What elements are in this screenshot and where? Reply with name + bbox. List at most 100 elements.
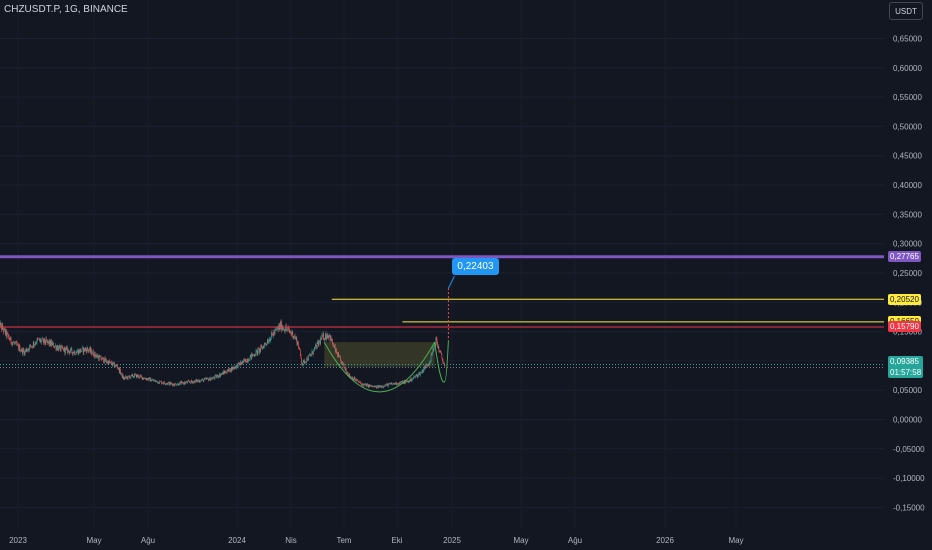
candle xyxy=(366,383,368,387)
candle-body xyxy=(123,377,125,380)
candle-body xyxy=(315,344,316,348)
candle xyxy=(166,383,167,385)
candle xyxy=(216,374,217,379)
candle xyxy=(77,348,78,353)
candle-body xyxy=(278,325,280,330)
candle xyxy=(367,383,368,386)
candle-body xyxy=(339,356,341,358)
candle-body xyxy=(128,376,130,377)
candle-body xyxy=(372,386,374,387)
candle-body xyxy=(98,356,100,361)
candle-body xyxy=(173,383,174,385)
candle-body xyxy=(332,339,333,345)
candle xyxy=(231,366,233,372)
candle xyxy=(175,382,176,385)
candle xyxy=(412,377,413,381)
candle-body xyxy=(227,369,229,371)
candle xyxy=(89,346,90,352)
candle-body xyxy=(152,379,154,381)
candle-body xyxy=(186,381,187,383)
candle xyxy=(342,361,344,366)
candle xyxy=(146,378,148,381)
candle-body xyxy=(281,321,282,331)
candle-body xyxy=(86,349,87,353)
candle xyxy=(361,383,363,387)
candle xyxy=(194,379,196,383)
candle-body xyxy=(172,384,173,386)
candle xyxy=(135,374,137,378)
candle-body xyxy=(66,347,68,349)
candle-body xyxy=(229,371,231,373)
candle-body xyxy=(439,351,440,352)
candle-body xyxy=(214,375,216,379)
candle xyxy=(217,374,219,379)
candle-body xyxy=(194,381,195,383)
candle xyxy=(283,328,285,331)
candle xyxy=(177,382,179,386)
candle-body xyxy=(200,381,201,383)
candle-body xyxy=(412,378,413,381)
candle xyxy=(411,377,412,382)
candle-body xyxy=(205,378,206,379)
candle xyxy=(212,377,213,380)
candle xyxy=(432,345,434,354)
candle-body xyxy=(246,359,248,363)
candle xyxy=(121,372,123,379)
candle-body xyxy=(165,383,167,385)
candle-body xyxy=(388,383,390,385)
candle-body xyxy=(91,353,93,355)
candle xyxy=(341,361,343,364)
candle-body xyxy=(378,385,380,388)
candle-body xyxy=(275,329,277,330)
candle-body xyxy=(110,361,112,363)
candle xyxy=(355,378,357,382)
candle-body xyxy=(422,369,424,373)
candle-body xyxy=(423,369,424,373)
candle xyxy=(135,373,136,375)
candle-body xyxy=(69,351,71,354)
candle xyxy=(393,382,395,385)
candle xyxy=(60,344,61,353)
candle-body xyxy=(88,349,89,352)
candle xyxy=(248,358,250,362)
candle xyxy=(369,384,371,388)
candle xyxy=(280,319,282,332)
candle-body xyxy=(50,340,51,346)
candle-body xyxy=(440,350,441,353)
candle-body xyxy=(229,368,230,372)
candle xyxy=(433,347,434,352)
candle xyxy=(104,356,106,362)
candle-body xyxy=(8,336,10,340)
candle xyxy=(207,377,208,380)
candle xyxy=(350,375,351,378)
candle-body xyxy=(378,385,379,388)
candle xyxy=(173,383,174,386)
candle xyxy=(307,355,308,362)
candle-body xyxy=(327,335,329,338)
candle-body xyxy=(118,367,120,373)
candle-body xyxy=(280,321,282,329)
candle xyxy=(368,384,370,389)
candle-body xyxy=(205,378,207,380)
candle xyxy=(338,351,340,357)
candle-body xyxy=(165,383,166,385)
y-tick-label: 0,00000 xyxy=(893,416,922,425)
candle xyxy=(115,364,117,367)
candle xyxy=(110,361,111,364)
candle xyxy=(406,380,408,383)
currency-button[interactable]: USDT xyxy=(889,2,923,20)
candle xyxy=(227,368,228,372)
candle-body xyxy=(115,364,117,367)
candle xyxy=(373,385,374,387)
candle xyxy=(324,337,326,343)
candle xyxy=(389,383,391,385)
candle xyxy=(221,373,223,376)
candle xyxy=(360,382,362,385)
candle-body xyxy=(63,347,65,352)
candle xyxy=(124,376,125,381)
candle xyxy=(48,341,49,345)
candle-body xyxy=(23,349,24,352)
candle xyxy=(362,382,363,387)
